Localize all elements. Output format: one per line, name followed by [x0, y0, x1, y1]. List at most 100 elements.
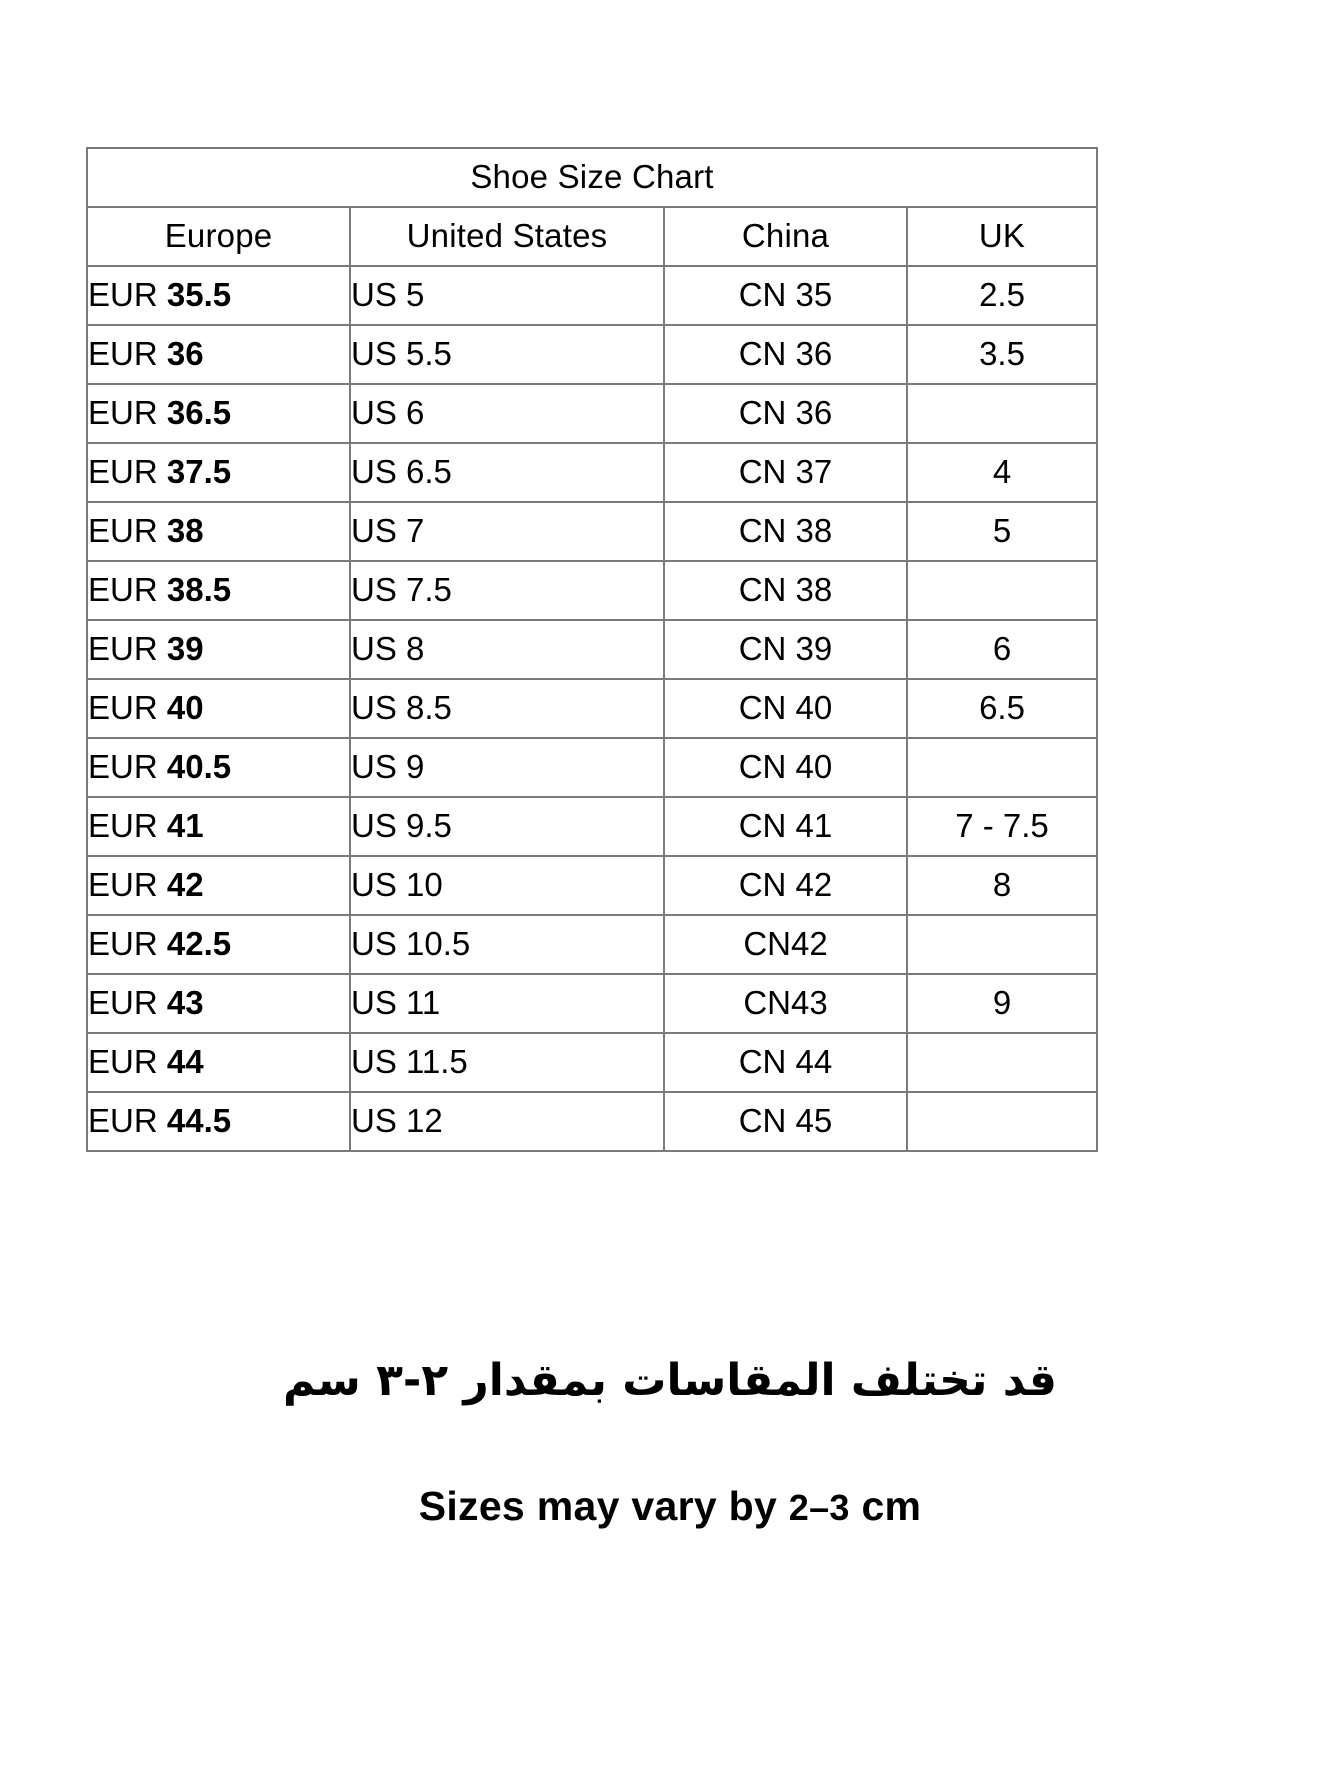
cell-uk: [906, 560, 1098, 621]
europe-prefix: EUR: [88, 984, 158, 1022]
europe-size: 40.5: [166, 748, 232, 786]
table-row: EUR 39 US 8 CN 39 6: [86, 619, 1098, 680]
cell-china: CN 40: [663, 678, 908, 739]
cell-europe: EUR 39: [86, 619, 351, 680]
cell-europe: EUR 41: [86, 796, 351, 857]
europe-size: 38: [166, 512, 204, 550]
cell-china: CN 39: [663, 619, 908, 680]
cell-uk: 3.5: [906, 324, 1098, 385]
note-arabic: قد تختلف المقاسات بمقدار ٢-٣ سم: [283, 1355, 1057, 1406]
cell-uk: 5: [906, 501, 1098, 562]
cell-europe: EUR 40: [86, 678, 351, 739]
cell-united-states: US 9: [349, 737, 665, 798]
cell-china: CN42: [663, 914, 908, 975]
table-row: EUR 38 US 7 CN 38 5: [86, 501, 1098, 562]
cell-china: CN 36: [663, 324, 908, 385]
cell-china: CN 44: [663, 1032, 908, 1093]
cell-uk: 9: [906, 973, 1098, 1034]
cell-europe: EUR 42: [86, 855, 351, 916]
cell-united-states: US 7.5: [349, 560, 665, 621]
table-row: EUR 43 US 11 CN43 9: [86, 973, 1098, 1034]
note-english: Sizes may vary by 2–3 cm: [0, 1482, 1340, 1531]
cell-china: CN 38: [663, 560, 908, 621]
europe-prefix: EUR: [88, 630, 158, 668]
europe-prefix: EUR: [88, 866, 158, 904]
europe-prefix: EUR: [88, 453, 158, 491]
shoe-size-chart-table: Shoe Size Chart Europe United States Chi…: [86, 147, 1098, 1152]
table-row: EUR 40.5 US 9 CN 40: [86, 737, 1098, 798]
cell-china: CN43: [663, 973, 908, 1034]
cell-china: CN 40: [663, 737, 908, 798]
cell-uk: [906, 1032, 1098, 1093]
note-english-unit: cm: [861, 1482, 922, 1529]
europe-size: 44.5: [166, 1102, 232, 1140]
europe-size: 42.5: [166, 925, 232, 963]
europe-prefix: EUR: [88, 925, 158, 963]
cell-europe: EUR 44: [86, 1032, 351, 1093]
europe-prefix: EUR: [88, 276, 158, 314]
column-header-europe: Europe: [86, 206, 351, 267]
europe-size: 42: [166, 866, 204, 904]
cell-united-states: US 5: [349, 265, 665, 326]
cell-europe: EUR 43: [86, 973, 351, 1034]
chart-title-row: Shoe Size Chart: [86, 147, 1098, 208]
europe-prefix: EUR: [88, 394, 158, 432]
cell-united-states: US 8: [349, 619, 665, 680]
table-row: EUR 38.5 US 7.5 CN 38: [86, 560, 1098, 621]
chart-title: Shoe Size Chart: [86, 147, 1098, 208]
cell-united-states: US 10: [349, 855, 665, 916]
europe-size: 38.5: [166, 571, 232, 609]
table-head: Shoe Size Chart Europe United States Chi…: [86, 147, 1098, 267]
cell-europe: EUR 36: [86, 324, 351, 385]
europe-prefix: EUR: [88, 571, 158, 609]
cell-uk: 6: [906, 619, 1098, 680]
cell-united-states: US 6: [349, 383, 665, 444]
table-row: EUR 36.5 US 6 CN 36: [86, 383, 1098, 444]
cell-united-states: US 12: [349, 1091, 665, 1152]
cell-united-states: US 8.5: [349, 678, 665, 739]
europe-size: 36: [166, 335, 204, 373]
cell-europe: EUR 38.5: [86, 560, 351, 621]
cell-uk: [906, 1091, 1098, 1152]
europe-prefix: EUR: [88, 689, 158, 727]
cell-china: CN 41: [663, 796, 908, 857]
table-row: EUR 36 US 5.5 CN 36 3.5: [86, 324, 1098, 385]
cell-united-states: US 11.5: [349, 1032, 665, 1093]
cell-uk: 8: [906, 855, 1098, 916]
europe-prefix: EUR: [88, 1102, 158, 1140]
cell-china: CN 35: [663, 265, 908, 326]
europe-size: 40: [166, 689, 204, 727]
cell-uk: 7 - 7.5: [906, 796, 1098, 857]
cell-china: CN 45: [663, 1091, 908, 1152]
cell-china: CN 42: [663, 855, 908, 916]
europe-prefix: EUR: [88, 512, 158, 550]
notes-block: قد تختلف المقاسات بمقدار ٢-٣ سم Sizes ma…: [0, 1355, 1340, 1531]
cell-china: CN 37: [663, 442, 908, 503]
cell-europe: EUR 40.5: [86, 737, 351, 798]
cell-europe: EUR 42.5: [86, 914, 351, 975]
cell-europe: EUR 37.5: [86, 442, 351, 503]
europe-prefix: EUR: [88, 748, 158, 786]
table-row: EUR 42 US 10 CN 42 8: [86, 855, 1098, 916]
table-row: EUR 35.5 US 5 CN 35 2.5: [86, 265, 1098, 326]
column-header-united-states: United States: [349, 206, 665, 267]
cell-united-states: US 5.5: [349, 324, 665, 385]
column-header-uk: UK: [906, 206, 1098, 267]
cell-europe: EUR 38: [86, 501, 351, 562]
table-row: EUR 42.5 US 10.5 CN42: [86, 914, 1098, 975]
cell-united-states: US 10.5: [349, 914, 665, 975]
column-header-china: China: [663, 206, 908, 267]
table-body: EUR 35.5 US 5 CN 35 2.5 EUR 36 US 5.5 CN 36 3.5…: [86, 265, 1098, 1152]
note-english-prefix: Sizes may vary by: [418, 1482, 778, 1529]
europe-size: 36.5: [166, 394, 232, 432]
europe-prefix: EUR: [88, 1043, 158, 1081]
europe-prefix: EUR: [88, 807, 158, 845]
cell-uk: 2.5: [906, 265, 1098, 326]
europe-prefix: EUR: [88, 335, 158, 373]
europe-size: 39: [166, 630, 204, 668]
cell-united-states: US 7: [349, 501, 665, 562]
europe-size: 43: [166, 984, 204, 1022]
cell-uk: [906, 914, 1098, 975]
cell-uk: [906, 383, 1098, 444]
